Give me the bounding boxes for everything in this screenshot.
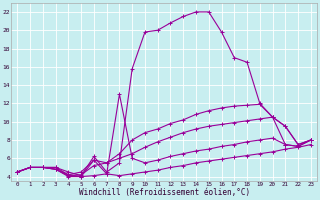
X-axis label: Windchill (Refroidissement éolien,°C): Windchill (Refroidissement éolien,°C) (78, 188, 250, 197)
